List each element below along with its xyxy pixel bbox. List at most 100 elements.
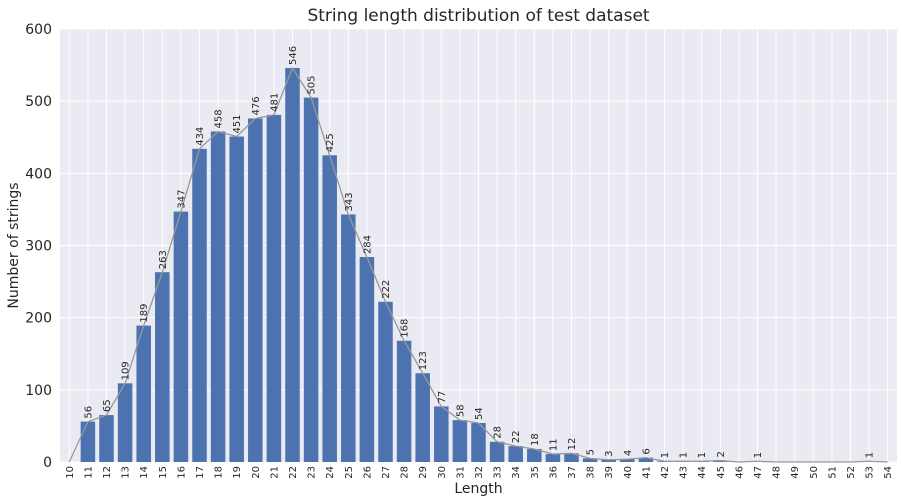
x-tick-label: 11: [83, 466, 94, 479]
x-tick-label: 37: [567, 466, 578, 479]
y-tick-labels: 0 100 200 300 400 500 600: [25, 22, 52, 471]
data-label-13: 109: [121, 361, 132, 380]
bar-24: [322, 155, 337, 462]
x-tick-label: 36: [548, 466, 559, 479]
data-label-41: 6: [641, 448, 652, 454]
data-label-35: 18: [530, 433, 541, 446]
x-tick-label: 28: [400, 466, 411, 479]
x-tick-label: 29: [418, 466, 429, 479]
x-tick-label: 21: [269, 466, 280, 479]
x-tick-labels: 10 11 12 13 14 15 16 17 18 19 20 21 22 23 24 25 26 27 28 29…: [65, 466, 894, 479]
y-tick-label: 600: [25, 22, 52, 38]
data-label-14: 189: [139, 304, 150, 323]
x-tick-label: 45: [716, 466, 727, 479]
data-label-19: 451: [232, 114, 243, 133]
x-tick-label: 39: [604, 466, 615, 479]
data-label-30: 77: [437, 391, 448, 404]
bar-14: [136, 325, 151, 462]
bar-23: [303, 97, 319, 462]
data-label-44: 1: [697, 452, 708, 458]
x-tick-label: 13: [121, 466, 132, 479]
x-tick-label: 32: [474, 466, 485, 479]
data-label-31: 58: [455, 404, 466, 417]
data-label-29: 123: [418, 351, 429, 370]
bar-31: [452, 420, 468, 462]
x-tick-label: 10: [65, 466, 76, 479]
data-label-38: 5: [586, 449, 597, 455]
x-tick-label: 23: [307, 466, 318, 479]
x-tick-label: 17: [195, 466, 206, 479]
bar-40: [620, 459, 635, 462]
trend-line: [68, 66, 888, 463]
x-tick-label: 12: [102, 466, 113, 479]
x-tick-label: 27: [381, 466, 392, 479]
bar-25: [341, 214, 356, 462]
bar-35: [527, 449, 542, 462]
bar-21: [266, 114, 282, 463]
x-tick-label: 43: [679, 466, 690, 479]
data-label-15: 263: [158, 250, 169, 269]
data-label-28: 168: [400, 319, 411, 338]
x-tick-label: 31: [455, 466, 466, 479]
y-tick-label: 400: [25, 166, 52, 182]
bar-26: [359, 257, 375, 462]
data-label-21: 481: [269, 93, 280, 112]
x-tick-label: 20: [251, 466, 262, 479]
data-label-16: 347: [176, 189, 187, 208]
x-tick-label: 18: [214, 466, 225, 479]
x-tick-label: 50: [809, 466, 820, 479]
x-tick-label: 40: [623, 466, 634, 479]
bar-17: [192, 148, 207, 462]
y-tick-label: 0: [43, 455, 52, 471]
bar-36: [545, 454, 561, 462]
x-tick-label: 53: [865, 466, 876, 479]
x-tick-label: 14: [139, 466, 150, 479]
x-tick-label: 46: [734, 466, 745, 479]
x-tick-label: 26: [362, 466, 373, 479]
bar-22: [285, 67, 300, 462]
data-label-18: 458: [214, 109, 225, 128]
x-tick-label: 15: [158, 466, 169, 479]
bar-12: [99, 415, 114, 462]
data-label-43: 1: [679, 452, 690, 458]
chart-title: String length distribution of test datas…: [307, 6, 649, 26]
data-label-25: 343: [344, 192, 355, 211]
y-tick-label: 300: [25, 239, 52, 255]
data-label-36: 11: [548, 438, 559, 451]
x-tick-label: 24: [325, 466, 336, 479]
x-tick-label: 49: [790, 466, 801, 479]
bar-13: [117, 383, 133, 462]
data-label-26: 284: [362, 235, 373, 254]
bar-19: [229, 136, 244, 463]
x-tick-label: 35: [530, 466, 541, 479]
x-tick-label: 44: [697, 466, 708, 479]
bar-45: [713, 460, 728, 462]
data-label-32: 54: [474, 407, 485, 420]
x-tick-label: 41: [641, 466, 652, 479]
bar-39: [601, 459, 616, 462]
x-axis-label: Length: [454, 481, 502, 497]
x-tick-label: 42: [660, 466, 671, 479]
bar-32: [471, 423, 486, 462]
bar-38: [582, 458, 598, 462]
y-tick-label: 500: [25, 94, 52, 110]
bar-18: [210, 131, 226, 462]
x-tick-label: 52: [846, 466, 857, 479]
data-label-42: 1: [660, 452, 671, 458]
bar-34: [508, 446, 523, 462]
x-tick-label: 22: [288, 466, 299, 479]
data-label-53: 1: [865, 452, 876, 458]
x-tick-label: 16: [176, 466, 187, 479]
x-tick-label: 34: [511, 466, 522, 479]
data-label-12: 65: [102, 399, 113, 412]
data-label-37: 12: [567, 438, 578, 451]
data-label-47: 1: [753, 452, 764, 458]
data-label-17: 434: [195, 127, 206, 146]
bar-11: [80, 421, 96, 462]
data-label-27: 222: [381, 280, 392, 299]
data-label-24: 425: [325, 133, 336, 152]
data-label-39: 3: [604, 450, 615, 456]
